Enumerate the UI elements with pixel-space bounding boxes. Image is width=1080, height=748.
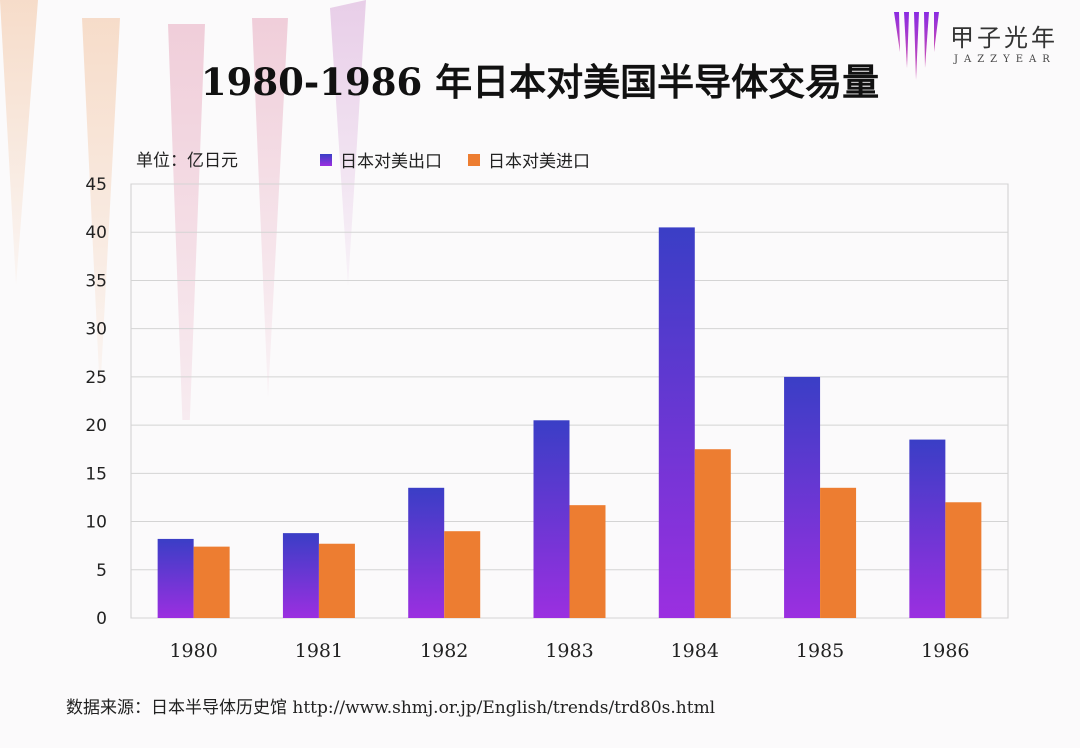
legend-swatch-export bbox=[320, 153, 332, 166]
x-tick-label: 1986 bbox=[921, 640, 969, 662]
y-tick-label: 15 bbox=[85, 464, 107, 484]
x-tick-label: 1983 bbox=[545, 640, 593, 662]
x-tick-label: 1981 bbox=[295, 640, 343, 662]
brand-logo: 甲子光年 JAZZYEAR bbox=[890, 12, 1070, 82]
data-source-note: 数据来源：日本半导体历史馆 http://www.shmj.or.jp/Engl… bbox=[66, 698, 716, 718]
bar-export-1985 bbox=[784, 376, 821, 618]
y-tick-label: 5 bbox=[96, 561, 107, 581]
y-tick-label: 25 bbox=[85, 368, 107, 388]
bar-import-1985 bbox=[820, 487, 857, 618]
x-tick-label: 1985 bbox=[796, 640, 844, 662]
bar-import-1981 bbox=[318, 543, 355, 618]
bar-chart: 0 5 10 15 20 25 30 35 40 45 1980 1981 1982 1983 1984 19… bbox=[85, 175, 1009, 662]
y-tick-label: 10 bbox=[85, 513, 107, 533]
y-tick-label: 30 bbox=[85, 320, 107, 340]
bar-export-1981 bbox=[282, 533, 319, 618]
bar-export-1986 bbox=[909, 439, 946, 618]
bar-import-1984 bbox=[694, 449, 731, 618]
y-tick-label: 45 bbox=[85, 175, 107, 195]
chart-legend: 日本对美出口 日本对美进口 bbox=[320, 147, 590, 172]
legend-item-import: 日本对美进口 bbox=[468, 147, 590, 172]
bar-import-1982 bbox=[444, 531, 481, 618]
x-tick-label: 1984 bbox=[671, 640, 719, 662]
bar-export-1980 bbox=[157, 538, 194, 618]
brand-subtitle: JAZZYEAR bbox=[954, 54, 1056, 65]
x-tick-label: 1980 bbox=[169, 640, 217, 662]
y-tick-label: 40 bbox=[85, 223, 107, 243]
bar-import-1983 bbox=[569, 505, 606, 618]
legend-item-export: 日本对美出口 bbox=[320, 147, 442, 172]
chart-title: 1980-1986 年日本对美国半导体交易量 bbox=[200, 60, 880, 104]
legend-label-import: 日本对美进口 bbox=[488, 152, 590, 172]
x-tick-label: 1982 bbox=[420, 640, 468, 662]
striped-bars-logo-icon bbox=[894, 12, 939, 80]
bar-import-1980 bbox=[193, 546, 230, 618]
bar-export-1983 bbox=[533, 420, 570, 618]
brand-name: 甲子光年 bbox=[950, 24, 1058, 52]
bar-export-1982 bbox=[408, 487, 445, 618]
y-tick-label: 35 bbox=[85, 271, 107, 291]
legend-swatch-import bbox=[468, 153, 480, 166]
background-decoration bbox=[0, 0, 366, 420]
unit-label: 单位：亿日元 bbox=[136, 151, 238, 171]
bar-export-1984 bbox=[658, 227, 695, 618]
y-tick-label: 0 bbox=[96, 609, 107, 629]
legend-label-export: 日本对美出口 bbox=[340, 152, 442, 172]
y-tick-label: 20 bbox=[85, 416, 107, 436]
bar-import-1986 bbox=[945, 502, 982, 618]
